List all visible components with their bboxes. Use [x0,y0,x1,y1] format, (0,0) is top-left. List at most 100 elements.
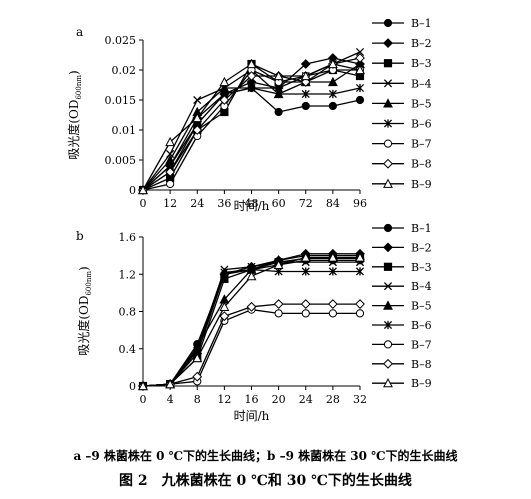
panel-b-x-tick-label: 24 [299,393,313,406]
panel-a-y-tick-label: 0 [129,184,136,197]
panel-a-series-B–8 [138,53,365,195]
panel-b-legend-label: B–7 [411,338,432,351]
panel-b-legend-item: B–6 [372,319,432,332]
panel-b-y-tick-label: 1.6 [119,231,137,244]
panel-b-y-axis-label: 吸光度(OD600nm) [76,266,93,355]
panel-b-series-line [142,268,360,387]
panel-a-data-point [355,95,365,105]
panel-a-legend-marker [383,139,393,148]
panel-b-x-tick-label: 8 [194,393,201,406]
panel-b-data-point [273,299,284,309]
panel-a-x-tick-label: 48 [245,197,259,210]
panel-a-legend-marker [383,79,393,88]
panel-a-legend-marker [383,119,393,128]
panel-a-data-point [166,179,175,189]
panel-a-legend-item: B–9 [372,178,432,191]
panel-a-series-B–6 [138,83,365,195]
panel-b-data-point [165,378,176,389]
panel-a-x-tick-label: 84 [326,197,340,210]
panel-b-legend-marker [383,223,393,233]
panel-b-legend-item: B–7 [372,338,432,351]
panel-b-series-line [142,303,360,387]
panel-a-legend-item: B–4 [372,77,432,90]
panel-a-legend-label: B–8 [411,158,432,171]
panel-a-x-tick-label: 36 [217,197,231,210]
panel-b-legend-label: B–1 [411,222,432,235]
panel-a-legend-label: B–7 [411,138,432,151]
panel-b-series-line [142,308,360,387]
panel-a-y-axis-label: 吸光度(OD600nm) [66,70,83,159]
panel-b-data-point [274,309,283,318]
panel-b-series-B–7 [138,305,365,391]
panel-b-series-B–6 [138,265,365,391]
panel-a-x-tick-label: 24 [190,197,204,210]
panel-a-data-point [165,167,176,177]
panel-a-data-point [300,59,311,69]
panel-a-series-B–9 [138,58,365,195]
panel-a-x-axis-label: 时间/h [234,199,270,213]
panel-a-data-point [273,70,284,81]
panel-b-legend-item: B–5 [372,300,432,313]
panel-a-data-point [219,76,230,87]
panel-b-data-point [246,301,257,312]
panel-a-data-point [355,83,365,93]
panel-b-data-point [220,268,229,277]
panel-a-y-tick-label: 0.005 [105,154,137,167]
panel-b-x-tick-label: 12 [217,393,231,406]
panel-a-legend-label: B–2 [411,37,432,50]
panel-b-data-point [328,267,337,276]
panel-a-data-point [193,95,202,105]
panel-b-legend-marker [383,282,393,291]
panel-b-legend-item: B–8 [372,358,432,371]
panel-a-data-point [192,112,203,123]
panel-a-data-point [219,95,230,105]
panel-b-legend-item: B–4 [372,280,432,293]
panel-b-data-point [219,311,230,322]
panel-a-x-tick-label: 60 [272,197,286,210]
panel-a-label: a [76,25,83,39]
panel-b-x-tick-label: 4 [167,393,174,406]
panel-a-data-point [247,83,256,93]
panel-a-data-point [327,58,338,69]
panel-b-legend-label: B–6 [411,319,432,332]
panel-b-data-point [192,371,203,382]
panel-b-legend-label: B–3 [411,261,432,274]
panel-b-x-tick-label: 0 [140,393,147,406]
panel-a-data-point [301,101,310,111]
panel-a-x-tick-label: 0 [140,197,147,210]
panel-b-data-point [355,267,365,276]
panel-b-legend-marker [383,262,393,271]
panel-a-legend-label: B–1 [411,17,432,30]
panel-a-legend-marker [383,178,393,188]
panel-b-x-tick-label: 16 [245,393,259,406]
panel-a-x-tick-label: 96 [353,197,367,210]
panel-b-legend-label: B–8 [411,358,432,371]
panel-b-legend-marker [383,378,393,388]
panel-b-x-axis-label: 时间/h [234,409,270,423]
panel-b-data-point [301,267,310,276]
panel-a-legend-label: B–5 [411,97,432,110]
figure-caption: 图 2 九株菌株在 0 ℃和 30 ℃下的生长曲线 [119,473,412,489]
panel-b-legend-item: B–1 [372,222,432,235]
panel-a-data-point [274,83,283,93]
panel-a-x-tick-label: 72 [299,197,313,210]
panel-b-legend-item: B–3 [372,261,432,274]
panel-a-data-point [355,53,365,63]
panel-a-data-point [328,101,337,111]
panel-a-data-point [165,136,176,147]
panel-b-x-tick-label: 32 [353,393,367,406]
panel-b-data-point [301,309,310,318]
panel-b-data-point [300,299,311,309]
panel-a-y-tick-label: 0.02 [112,64,137,77]
panel-b-data-point [219,301,230,311]
panel-a-data-point [192,125,203,135]
panel-b-label: b [76,229,84,243]
panel-a-legend-marker [383,59,393,68]
panel-a-legend-label: B–4 [411,77,432,90]
panel-b-y-tick-label: 0 [129,380,136,393]
panel-b-x-tick-label: 28 [326,393,340,406]
panel-a-data-point [274,107,283,117]
panel-b-legend-marker [383,358,393,369]
panel-a-y-tick-label: 0.025 [105,34,137,47]
